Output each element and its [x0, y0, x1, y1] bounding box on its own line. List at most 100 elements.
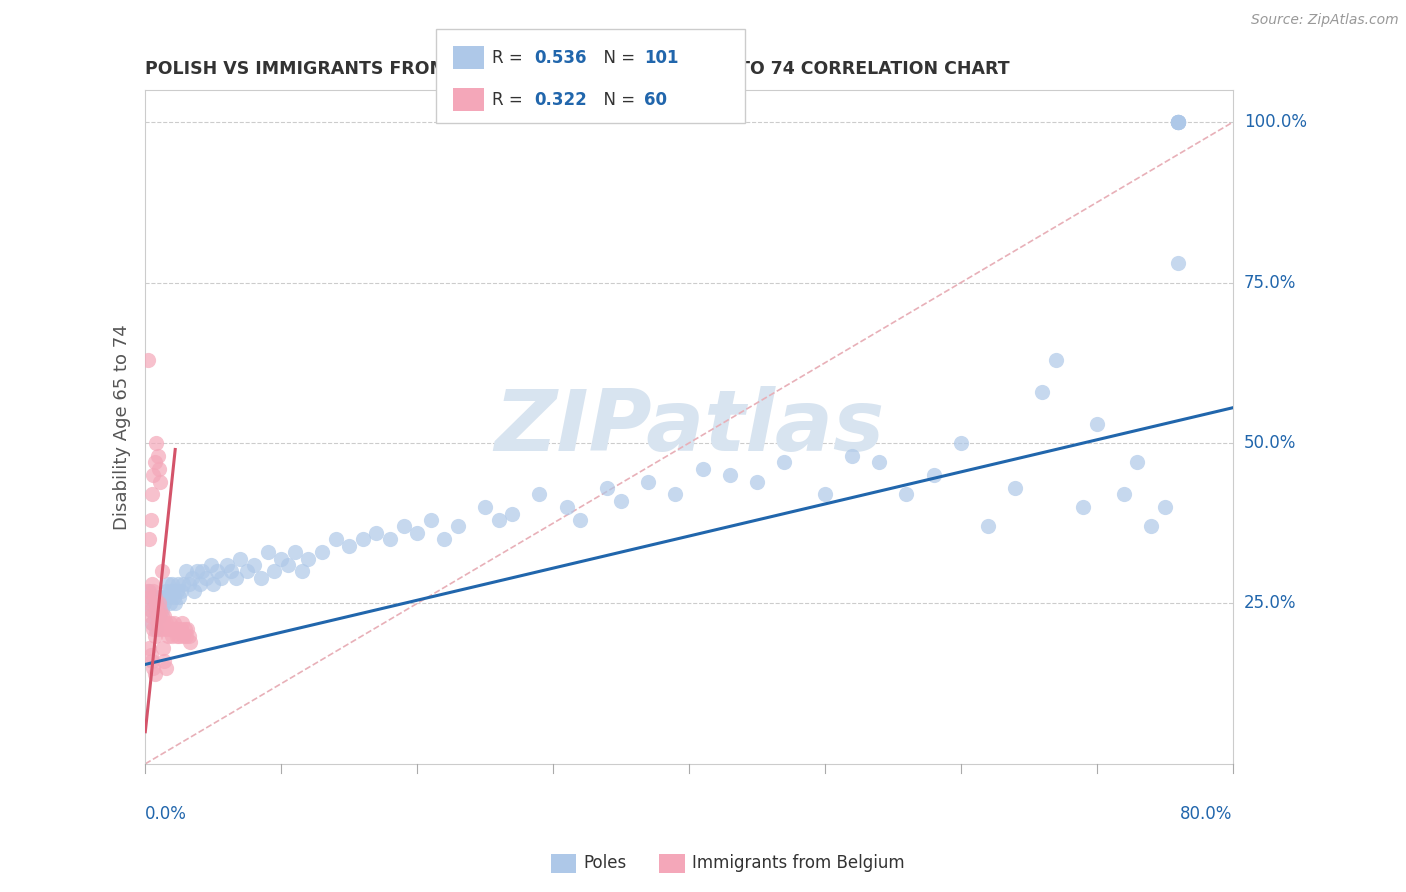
- Point: [138, 597, 160, 611]
- Point: [692, 461, 714, 475]
- Point: [162, 628, 184, 642]
- Point: [250, 571, 273, 585]
- Point: [1031, 384, 1053, 399]
- Point: [277, 558, 299, 572]
- Point: [152, 590, 174, 604]
- Point: [637, 475, 659, 489]
- Point: [148, 622, 170, 636]
- Point: [1153, 500, 1175, 515]
- Point: [270, 551, 292, 566]
- Point: [141, 615, 163, 630]
- Text: 60: 60: [644, 91, 666, 109]
- Point: [139, 603, 162, 617]
- Point: [149, 475, 172, 489]
- Text: 0.322: 0.322: [534, 91, 588, 109]
- Point: [152, 622, 174, 636]
- Point: [141, 577, 163, 591]
- Point: [1140, 519, 1163, 533]
- Point: [145, 436, 167, 450]
- Point: [311, 545, 333, 559]
- Point: [1004, 481, 1026, 495]
- Point: [236, 565, 259, 579]
- Point: [1167, 115, 1189, 129]
- Point: [148, 461, 170, 475]
- Point: [179, 635, 201, 649]
- Point: [169, 583, 191, 598]
- Point: [215, 558, 238, 572]
- Point: [138, 590, 160, 604]
- Point: [143, 590, 166, 604]
- Point: [814, 487, 837, 501]
- Point: [150, 603, 173, 617]
- Point: [366, 525, 388, 540]
- Point: [1167, 115, 1189, 129]
- Point: [165, 622, 187, 636]
- Point: [139, 648, 162, 662]
- Point: [183, 583, 205, 598]
- Point: [172, 577, 194, 591]
- Point: [263, 565, 285, 579]
- Point: [167, 577, 190, 591]
- Point: [170, 615, 193, 630]
- Point: [152, 615, 174, 630]
- Point: [142, 468, 165, 483]
- Point: [156, 622, 179, 636]
- Text: 80.0%: 80.0%: [1180, 805, 1233, 823]
- Point: [1071, 500, 1094, 515]
- Point: [138, 641, 160, 656]
- Point: [352, 533, 374, 547]
- Point: [243, 558, 266, 572]
- Point: [157, 628, 180, 642]
- Point: [949, 436, 972, 450]
- Point: [143, 628, 166, 642]
- Point: [136, 352, 159, 367]
- Point: [146, 615, 169, 630]
- Point: [174, 565, 197, 579]
- Point: [229, 551, 252, 566]
- Point: [291, 565, 314, 579]
- Point: [596, 481, 619, 495]
- Point: [337, 539, 360, 553]
- Point: [142, 660, 165, 674]
- Point: [1045, 352, 1067, 367]
- Point: [142, 622, 165, 636]
- Point: [153, 654, 176, 668]
- Point: [165, 597, 187, 611]
- Text: 0.0%: 0.0%: [145, 805, 187, 823]
- Text: N =: N =: [593, 48, 641, 67]
- Point: [169, 628, 191, 642]
- Text: 50.0%: 50.0%: [1244, 434, 1296, 452]
- Point: [474, 500, 496, 515]
- Point: [157, 577, 180, 591]
- Point: [745, 475, 768, 489]
- Point: [1085, 417, 1108, 431]
- Point: [141, 487, 163, 501]
- Point: [195, 571, 218, 585]
- Point: [225, 571, 247, 585]
- Point: [139, 603, 162, 617]
- Point: [155, 615, 177, 630]
- Point: [488, 513, 510, 527]
- Point: [186, 565, 208, 579]
- Point: [406, 525, 429, 540]
- Point: [169, 590, 191, 604]
- Point: [433, 533, 456, 547]
- Point: [141, 654, 163, 668]
- Point: [138, 533, 160, 547]
- Point: [159, 597, 181, 611]
- Point: [188, 577, 211, 591]
- Text: 100.0%: 100.0%: [1244, 113, 1306, 131]
- Point: [1126, 455, 1149, 469]
- Point: [153, 597, 176, 611]
- Point: [1112, 487, 1135, 501]
- Point: [180, 571, 202, 585]
- Point: [163, 615, 186, 630]
- Point: [1167, 115, 1189, 129]
- Point: [145, 622, 167, 636]
- Point: [284, 545, 307, 559]
- Point: [447, 519, 470, 533]
- Point: [145, 597, 167, 611]
- Point: [150, 609, 173, 624]
- Point: [141, 590, 163, 604]
- Point: [141, 615, 163, 630]
